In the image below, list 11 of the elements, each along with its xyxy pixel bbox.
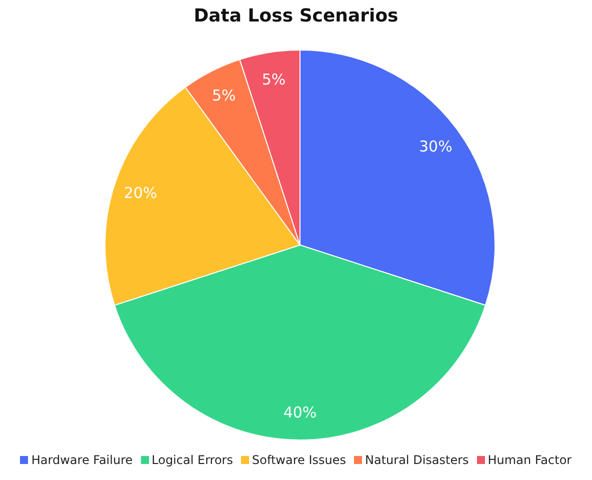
data-label: 5% [262,70,286,88]
legend-label: Human Factor [486,453,572,467]
data-label: 30% [419,137,452,156]
legend-label: Software Issues [251,453,346,467]
data-label: 40% [283,404,317,422]
chart-title: Data Loss Scenarios [194,6,398,26]
data-label: 20% [124,184,158,202]
legend-label: Logical Errors [150,453,233,467]
legend-label: Hardware Failure [30,453,133,467]
legend-label: Natural Disasters [364,453,469,467]
data-label: 5% [212,86,236,105]
